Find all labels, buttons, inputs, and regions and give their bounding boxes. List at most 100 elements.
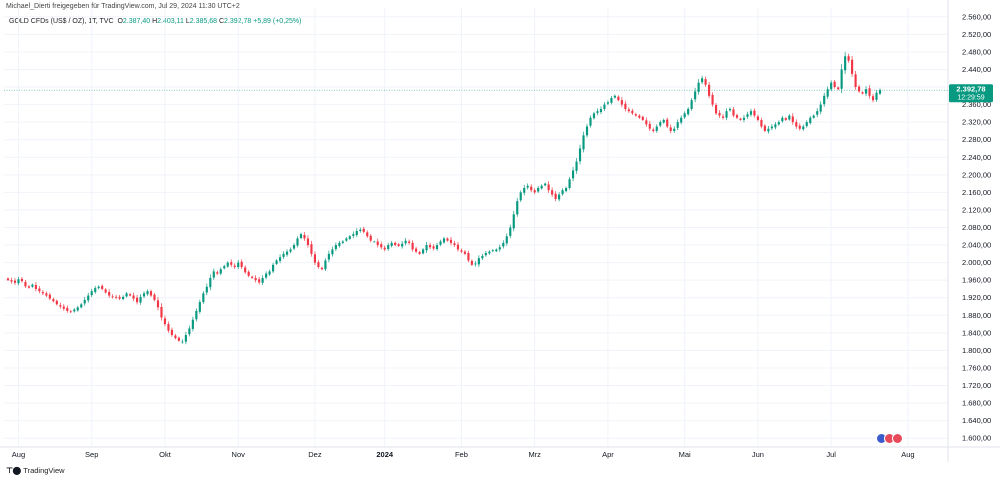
candle-body xyxy=(394,242,397,246)
candle-body xyxy=(617,96,620,101)
candle-body xyxy=(620,100,623,105)
tradingview-branding[interactable]: ⊤⬤ TradingView xyxy=(6,466,65,475)
symbol-ohlc-legend: GOLD CFDs (US$ / OZ), 1T, TVC O2.387,40 … xyxy=(9,18,302,25)
candle-body xyxy=(481,256,484,259)
candle-body xyxy=(732,109,735,116)
candle-body xyxy=(132,295,135,299)
candle-body xyxy=(592,113,596,119)
candle-body xyxy=(753,110,756,116)
candle-body xyxy=(456,244,460,250)
candle-body xyxy=(352,234,355,236)
candle-body xyxy=(871,96,875,101)
price-tag-background xyxy=(949,84,993,103)
candle-body xyxy=(502,242,505,247)
candle-body xyxy=(425,245,428,251)
candle-body xyxy=(659,122,662,126)
candle-body xyxy=(610,97,613,103)
symbol-name[interactable]: GOLD CFDs (US$ / OZ), 1T, TVC xyxy=(9,18,114,25)
candle-body xyxy=(184,335,187,342)
candle-body xyxy=(404,240,407,244)
candle-body xyxy=(397,244,400,246)
candle-body xyxy=(390,242,393,246)
candle-body xyxy=(714,105,718,114)
candle-body xyxy=(191,319,194,329)
candle-body xyxy=(798,125,801,129)
candle-body xyxy=(868,88,871,96)
candle-body xyxy=(411,242,414,250)
candle-body xyxy=(568,179,571,188)
candle-body xyxy=(861,92,864,94)
candle-body xyxy=(122,296,125,300)
candle-body xyxy=(52,299,55,302)
candle-body xyxy=(59,305,62,307)
candle-body xyxy=(265,273,268,278)
candle-body xyxy=(470,260,473,265)
y-tick-label: 1.600,00 xyxy=(962,434,991,443)
candle-body xyxy=(282,253,285,257)
candle-body xyxy=(38,288,41,292)
candle-body xyxy=(421,249,425,254)
y-tick-label: 1.840,00 xyxy=(962,328,991,337)
candle-body xyxy=(805,122,808,127)
candle-body xyxy=(589,117,592,126)
candle-body xyxy=(17,279,20,284)
candle-body xyxy=(645,120,648,125)
candle-body xyxy=(662,119,665,123)
candle-body xyxy=(289,249,292,252)
x-tick-label: Aug xyxy=(901,450,914,459)
candle-body xyxy=(774,124,777,128)
candle-body xyxy=(355,231,358,235)
candle-body xyxy=(509,227,512,236)
candle-body xyxy=(742,117,746,120)
candle-body xyxy=(139,296,142,303)
y-tick-label: 1.640,00 xyxy=(962,416,991,425)
open-value: 2.387,40 xyxy=(122,18,151,25)
candle-body xyxy=(10,280,13,282)
y-tick-label: 2.200,00 xyxy=(962,170,991,179)
candle-body xyxy=(219,269,222,274)
change-value: +5,89 (+0,25%) xyxy=(253,18,302,25)
candle-body xyxy=(345,238,348,241)
x-tick-label: Mrz xyxy=(528,450,541,459)
candle-body xyxy=(163,318,167,325)
candle-body xyxy=(97,286,100,289)
candle-body xyxy=(558,194,561,200)
candle-body xyxy=(41,292,44,294)
candle-body xyxy=(777,122,780,125)
candle-body xyxy=(80,304,83,308)
candle-body xyxy=(27,286,31,288)
y-tick-label: 2.520,00 xyxy=(962,30,991,39)
candle-body xyxy=(299,234,303,239)
candle-body xyxy=(627,109,630,112)
x-tick-label: Apr xyxy=(602,450,614,459)
candle-body xyxy=(875,92,878,100)
y-tick-label: 2.280,00 xyxy=(962,135,991,144)
candle-body xyxy=(795,122,798,127)
candle-body xyxy=(240,261,243,268)
candle-body xyxy=(575,161,578,171)
candle-body xyxy=(788,115,791,120)
candle-body xyxy=(533,190,536,193)
y-tick-label: 2.000,00 xyxy=(962,258,991,267)
candle-body xyxy=(596,111,599,113)
candle-body xyxy=(564,187,568,192)
events-flag-icon[interactable] xyxy=(876,433,903,444)
candle-body xyxy=(324,260,327,270)
candle-body xyxy=(205,286,208,293)
candle-body xyxy=(272,264,275,272)
candle-body xyxy=(463,251,467,254)
candle-body xyxy=(690,100,693,109)
candle-body xyxy=(673,128,676,131)
y-tick-label: 2.120,00 xyxy=(962,205,991,214)
candle-body xyxy=(704,79,707,85)
candle-body xyxy=(739,118,742,120)
candle-body xyxy=(530,186,533,191)
candle-body xyxy=(258,279,261,283)
candle-body xyxy=(331,249,334,255)
candle-body xyxy=(401,243,404,247)
candle-body xyxy=(338,242,341,246)
candle-body xyxy=(170,329,174,336)
y-tick-label: 2.480,00 xyxy=(962,47,991,56)
